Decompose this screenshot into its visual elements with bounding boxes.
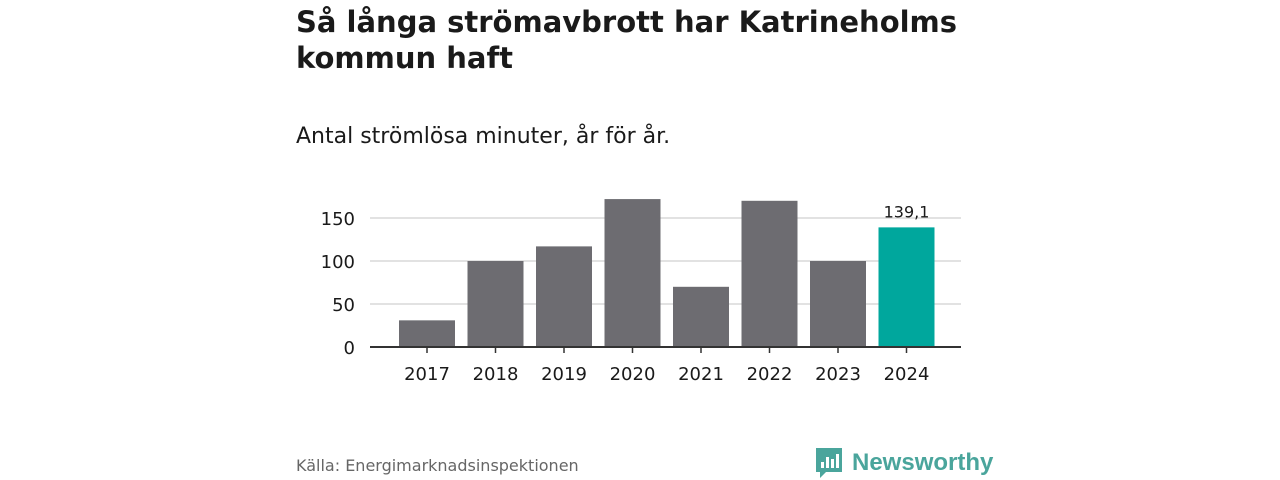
x-tick-label: 2017 [404,364,450,385]
x-tick-label: 2024 [884,364,930,385]
bar-2017 [399,320,455,347]
x-tick-label: 2018 [473,364,519,385]
bar-2024 [878,227,935,347]
data-label: 139,1 [884,202,930,221]
y-tick-label: 100 [321,252,355,273]
newsworthy-icon [816,448,842,478]
bar-2018 [467,261,524,347]
x-tick-label: 2020 [610,364,656,385]
y-tick-label: 150 [321,209,355,230]
x-tick-label: 2021 [678,364,724,385]
source-note: Källa: Energimarknadsinspektionen [296,456,579,475]
chart-title: Så långa strömavbrott har Katrineholms k… [296,5,958,75]
chart-subtitle: Antal strömlösa minuter, år för år. [296,124,671,149]
bar-chart: 0 50 100 150 2017 2018 2019 2020 2021 2022 2023 202… [321,199,961,385]
x-tick-label: 2023 [815,364,861,385]
newsworthy-logo[interactable]: Newsworthy [814,446,993,480]
bar-2021 [673,286,729,347]
x-tick-label: 2022 [747,364,793,385]
bar-2023 [810,261,866,347]
bar-2020 [604,199,661,347]
bar-2022 [741,200,798,347]
brand-name: Newsworthy [852,449,994,476]
bar-2019 [536,246,592,347]
y-tick-label: 50 [332,295,355,316]
x-tick-label: 2019 [541,364,587,385]
y-tick-label: 0 [344,338,355,359]
